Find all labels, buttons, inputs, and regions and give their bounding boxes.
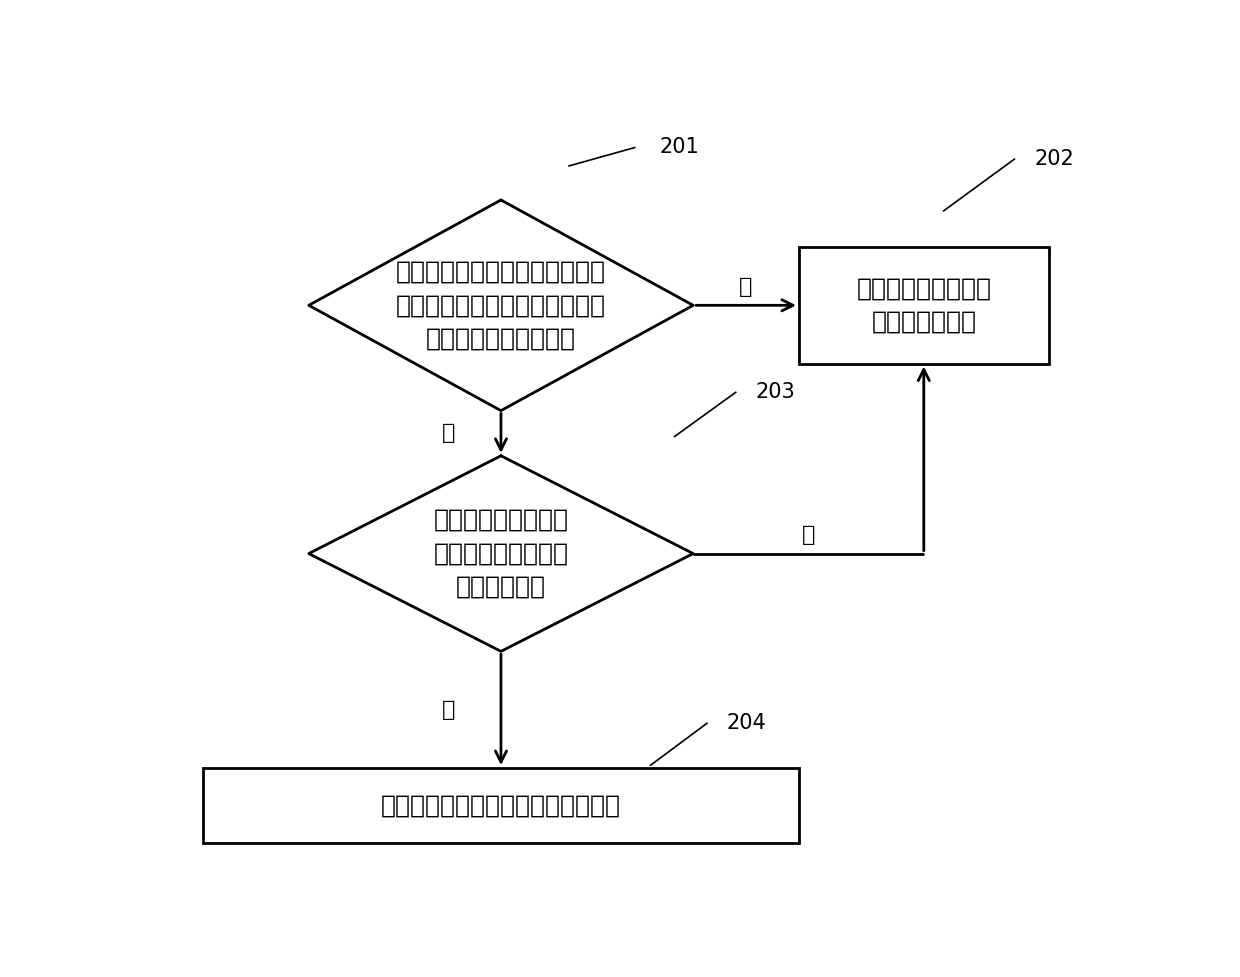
Text: 判断前车的当前实际
车速是否大于本车的
当前实际车速: 判断前车的当前实际 车速是否大于本车的 当前实际车速	[434, 508, 568, 599]
Text: 确定本车当前的行驶
模式为巡航模式: 确定本车当前的行驶 模式为巡航模式	[857, 276, 991, 334]
Text: 判断本车所行驶车道的前方是否
存在与本车之间的纵向距离位于
预定距离范围内的前车: 判断本车所行驶车道的前方是否 存在与本车之间的纵向距离位于 预定距离范围内的前车	[396, 260, 606, 351]
Text: 201: 201	[660, 138, 699, 157]
Text: 否: 否	[441, 700, 455, 720]
Text: 是: 是	[802, 525, 815, 545]
Text: 否: 否	[739, 276, 753, 296]
Polygon shape	[799, 247, 1049, 363]
Polygon shape	[203, 768, 799, 843]
Text: 203: 203	[755, 382, 795, 402]
Text: 是: 是	[441, 423, 455, 444]
Text: 202: 202	[1034, 149, 1074, 169]
Text: 确定本车当前的行驶模式为跟车模式: 确定本车当前的行驶模式为跟车模式	[381, 793, 621, 818]
Text: 204: 204	[727, 713, 766, 733]
